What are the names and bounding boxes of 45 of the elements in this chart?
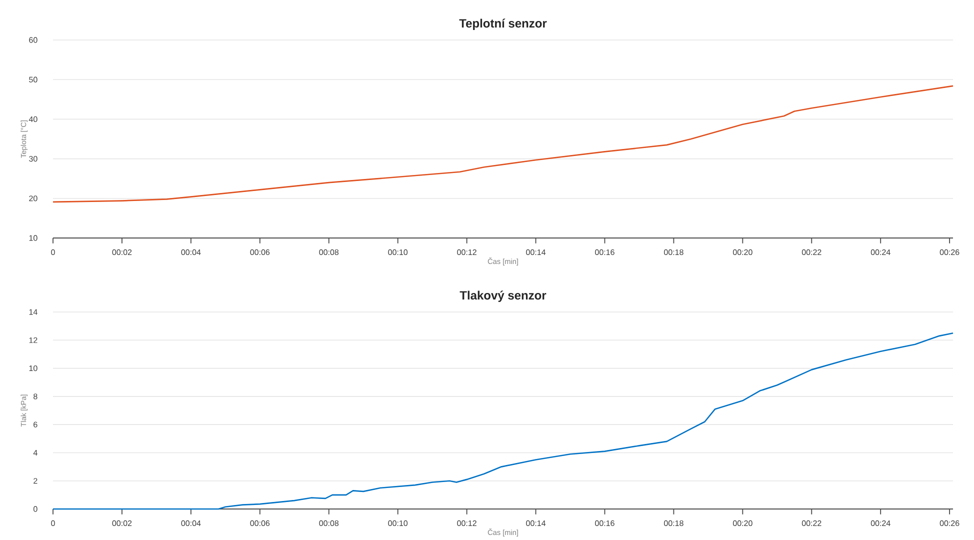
y-tick-label: 8 [34,394,38,400]
x-tick-label: 00:02 [112,249,132,256]
y-tick-label: 50 [29,76,38,82]
y-tick-label: 10 [29,365,38,372]
x-tick-label: 0 [51,249,55,256]
x-tick-label: 00:12 [457,249,476,256]
y-tick-label: 12 [29,337,38,343]
x-tick-label: 00:10 [388,249,408,256]
y-tick-label: 2 [34,478,38,484]
x-tick-label: 00:16 [595,249,614,256]
x-tick-label: 00:16 [595,520,614,526]
x-tick-label: 00:12 [457,520,476,526]
x-tick-label: 00:20 [732,249,752,256]
x-tick-label: 00:02 [112,520,132,526]
y-tick-label: 20 [29,196,38,202]
chart-title: Tlakový senzor [460,290,546,302]
x-tick-label: 00:10 [388,520,408,526]
y-tick-label: 4 [33,450,38,456]
x-tick-label: 00:04 [181,520,201,526]
x-tick-label: 00:22 [802,249,822,256]
x-tick-label: 00:14 [526,520,546,526]
x-tick-label: 00:18 [664,520,684,526]
y-tick-label: 6 [34,422,38,428]
x-tick-label: 00:26 [940,520,960,526]
x-tick-label: 00:18 [664,249,684,256]
x-tick-label: 00:24 [870,520,890,526]
y-tick-label: 0 [33,506,38,512]
x-tick-label: 00:08 [319,520,339,526]
y-tick-label: 60 [29,37,38,43]
chart-title: Teplotní senzor [459,18,547,30]
x-tick-label: 00:22 [802,520,822,526]
x-tick-label: 00:08 [319,249,339,256]
x-tick-label: 00:24 [870,249,890,256]
x-tick-label: 00:20 [732,520,752,526]
x-tick-label: 00:04 [181,249,201,256]
y-tick-label: 10 [29,235,38,241]
y-tick-label: 40 [28,116,38,122]
x-tick-label: 00:26 [940,249,960,256]
x-tick-label: 00:14 [526,249,546,256]
x-tick-label: 00:06 [250,249,270,256]
y-tick-label: 14 [29,309,38,315]
x-tick-label: 00:06 [250,520,270,526]
line-series [52,85,954,203]
x-tick-label: 0 [51,520,55,526]
y-tick-label: 30 [29,156,38,162]
